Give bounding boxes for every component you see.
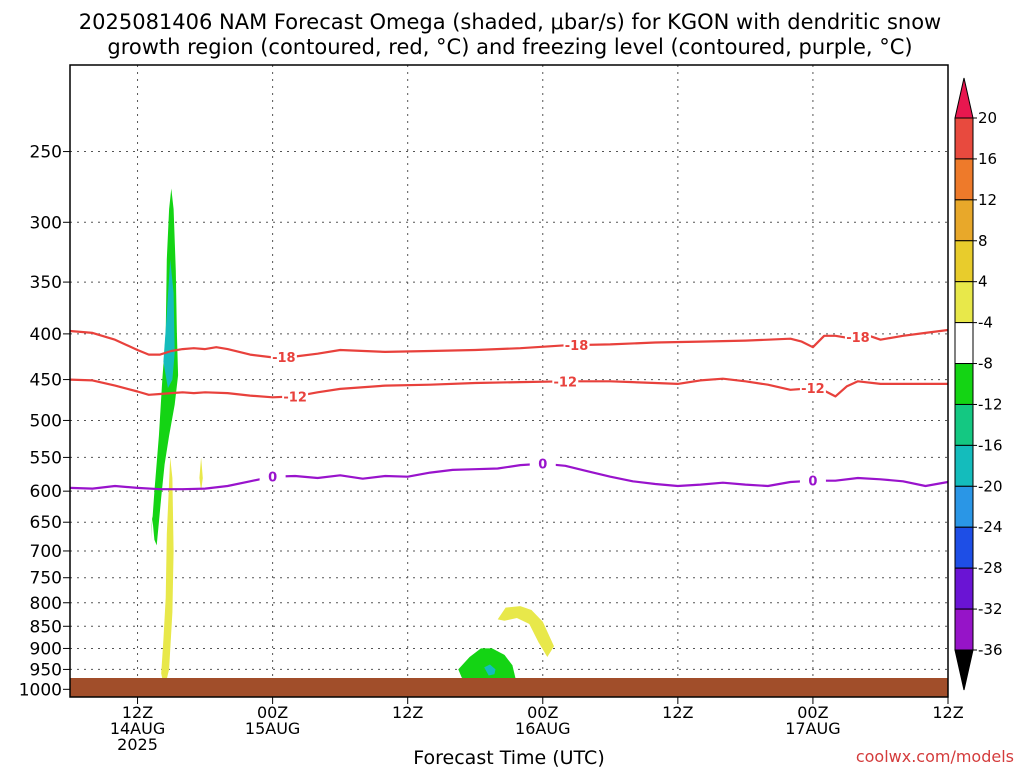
contour-label: 0 [268,471,277,486]
contour-label-bg [799,472,826,489]
x-axis-title: Forecast Time (UTC) [413,747,604,768]
y-tick-label: 850 [30,617,62,637]
colorbar-label: -32 [978,600,1003,618]
colorbar-arrow-bottom [954,649,974,691]
colorbar-swatch [954,485,974,528]
colorbar-label: 16 [978,150,997,168]
colorbar-swatch [954,199,974,242]
x-tick-label: 15AUG [245,719,300,738]
x-tick-label: 00Z [257,703,288,722]
colorbar-swatch [954,322,974,365]
contour-label-bg [844,328,871,345]
omega-region-descent-column [161,457,174,684]
contour-label-bg [552,373,579,390]
colorbar-arrow-top [954,77,974,119]
contour-label-bg [259,468,286,485]
contour-label: 0 [538,458,547,473]
x-tick-label: 12Z [932,703,963,722]
colorbar-label: -20 [978,477,1003,495]
colorbar-label: 20 [978,109,997,127]
contour-label: -12 [554,375,578,390]
y-tick-label: 300 [30,213,62,233]
omega-region-ascent-lowlevel-core [484,664,496,676]
omega-region-descent-arc [497,606,554,657]
chart-title-line2: growth region (contoured, red, °C) and f… [107,35,912,59]
colorbar-swatch [954,567,974,610]
colorbar-label: -4 [978,314,993,332]
y-tick-label: 1000 [19,680,62,700]
x-tick-label: 14AUG [110,719,165,738]
temperature-contours: -18 -18 -18 -12 -12 -12 0 0 0 [70,328,948,491]
colorbar-swatch [954,240,974,283]
x-tick-label: 2025 [117,735,158,754]
x-tick-label: 00Z [527,703,558,722]
colorbar-label: -36 [978,641,1003,659]
colorbar-swatch [954,117,974,160]
y-tick-label: 650 [30,513,62,533]
contour-label-bg [563,337,590,354]
colorbar-swatch [954,158,974,201]
colorbar-swatch [954,363,974,405]
colorbar-label: -8 [978,355,993,373]
colorbar-label: 8 [978,232,988,250]
omega-region-descent-blob [199,457,203,492]
y-tick-label: 450 [30,371,62,391]
omega-shading [151,188,554,694]
colorbar-label: -24 [978,518,1003,536]
x-tick-label: 12Z [392,703,423,722]
colorbar-swatch [954,526,974,569]
colorbar-label: -16 [978,436,1003,454]
y-tick-label: 250 [30,143,62,163]
contour-label-bg [270,348,297,365]
y-tick-label: 500 [30,411,62,431]
y-tick-label: 550 [30,448,62,468]
colorbar-label: 4 [978,273,988,291]
contour-label-bg [799,380,826,397]
colorbar: 20 16 12 8 4 -4 -8 -12 -16 -20 -24 -28 -32 -36 [954,77,1003,691]
y-axis: 2503003504004505005506006507007508008509… [19,143,70,700]
x-tick-label: 17AUG [785,719,840,738]
colorbar-swatch [954,403,974,446]
colorbar-label: -12 [978,395,1003,413]
colorbar-swatch [954,444,974,487]
y-tick-label: 900 [30,639,62,659]
chart-title-line1: 2025081406 NAM Forecast Omega (shaded, μ… [79,10,941,34]
contour-line [70,377,948,399]
contour-label: 0 [808,475,817,490]
y-tick-label: 400 [30,325,62,345]
y-tick-label: 800 [30,594,62,614]
contour-label-bg [529,455,556,472]
contour-label: -18 [565,339,589,354]
y-tick-label: 700 [30,542,62,562]
x-tick-label: 16AUG [515,719,570,738]
colorbar-label: 12 [978,191,997,209]
terrain-ground [70,678,948,697]
x-tick-label: 12Z [662,703,693,722]
contour-label: -12 [283,390,307,405]
x-tick-label: 00Z [797,703,828,722]
y-tick-label: 350 [30,273,62,293]
y-tick-label: 600 [30,482,62,502]
omega-region-ascent-core [163,259,175,389]
contour-label: -18 [846,331,870,346]
y-tick-label: 950 [30,660,62,680]
colorbar-label: -28 [978,559,1003,577]
credit-url: coolwx.com/models [856,747,1014,766]
contour-label: -12 [801,382,825,397]
colorbar-swatch [954,281,974,324]
x-tick-label: 12Z [122,703,153,722]
colorbar-swatch [954,608,974,651]
plot-frame [69,64,949,698]
contour-label-bg [282,388,309,405]
contour-label: -18 [272,351,296,366]
y-tick-label: 750 [30,569,62,589]
